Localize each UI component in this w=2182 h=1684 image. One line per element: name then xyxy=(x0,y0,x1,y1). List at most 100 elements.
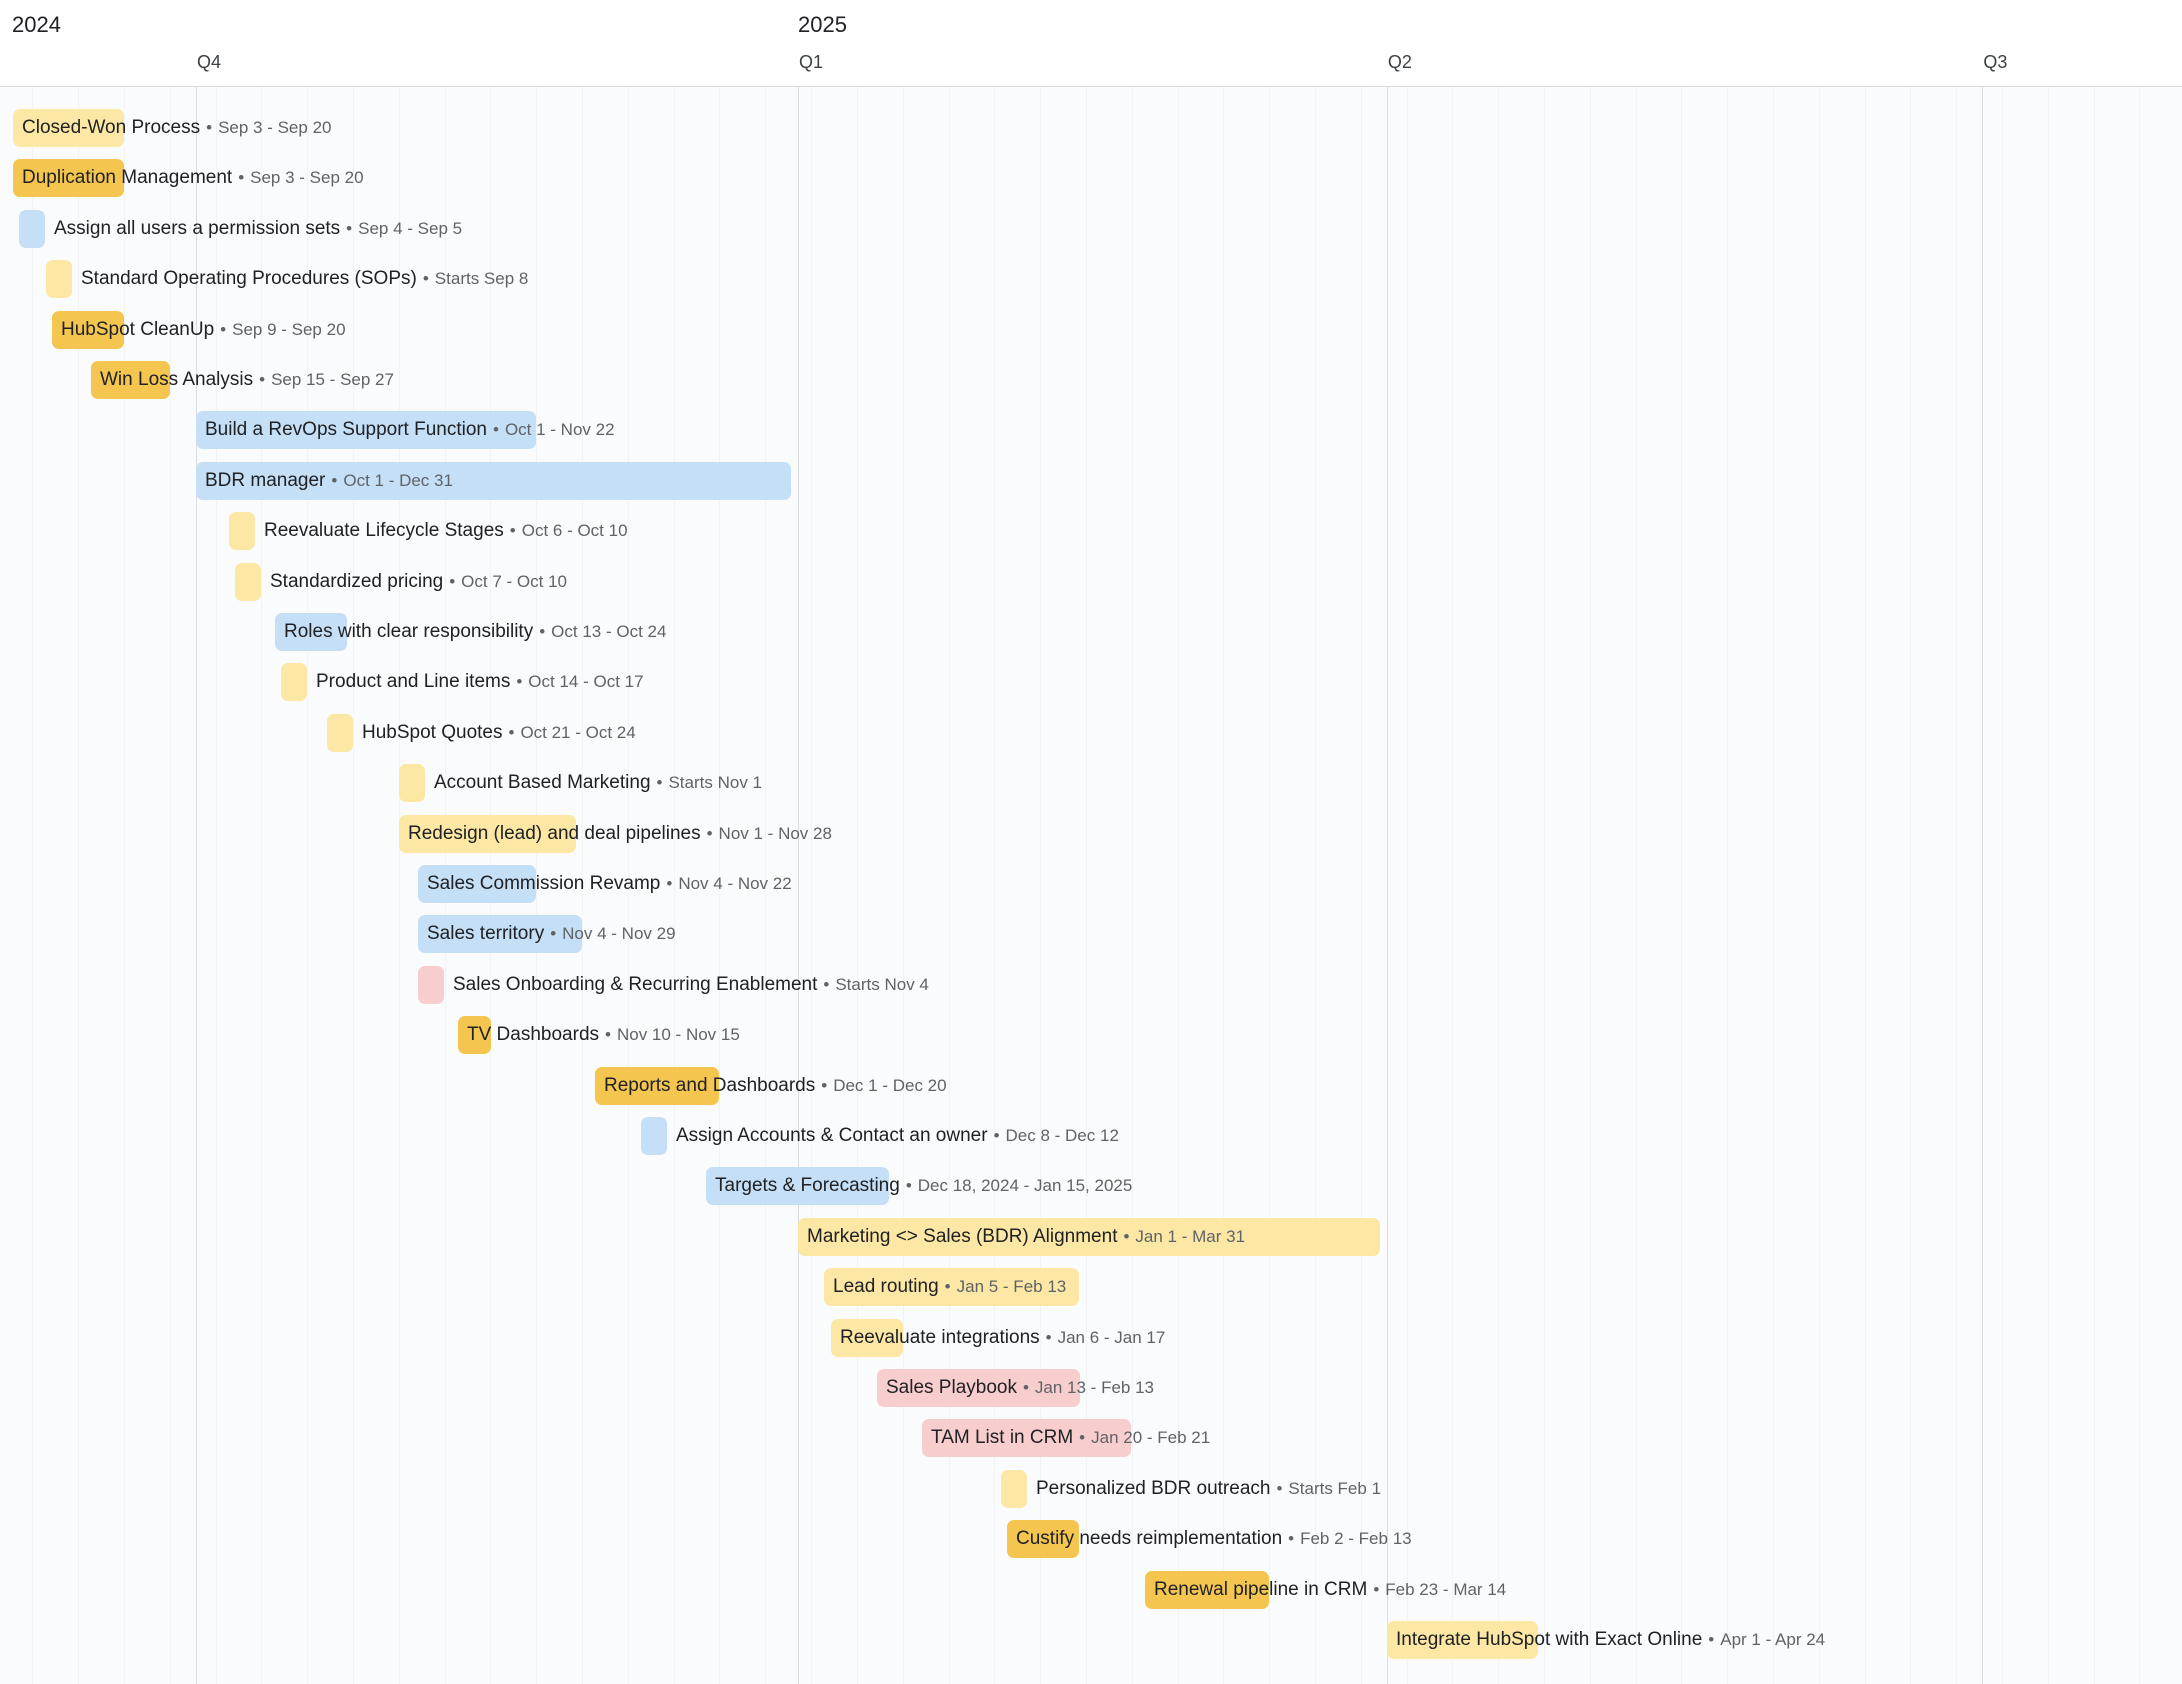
task-bar[interactable] xyxy=(1001,1470,1027,1508)
task-row[interactable]: Closed-Won Process Sep 3 - Sep 20 xyxy=(0,109,2182,147)
task-bar[interactable] xyxy=(13,109,124,147)
task-label: Sales Commission Revamp Nov 4 - Nov 22 xyxy=(427,865,792,903)
task-label: BDR manager Oct 1 - Dec 31 xyxy=(205,462,453,500)
task-bar[interactable] xyxy=(399,764,425,802)
task-bar[interactable] xyxy=(706,1167,889,1205)
task-bar[interactable] xyxy=(641,1117,667,1155)
task-bar[interactable] xyxy=(229,512,255,550)
task-row[interactable]: Lead routing Jan 5 - Feb 13 xyxy=(0,1268,2182,1306)
task-bar[interactable] xyxy=(281,663,307,701)
task-row[interactable]: HubSpot Quotes Oct 21 - Oct 24 xyxy=(0,714,2182,752)
task-bar[interactable] xyxy=(1387,1621,1538,1659)
task-row[interactable]: Renewal pipeline in CRM Feb 23 - Mar 14 xyxy=(0,1571,2182,1609)
task-bar[interactable] xyxy=(1007,1520,1079,1558)
task-row[interactable]: Reports and Dashboards Dec 1 - Dec 20 xyxy=(0,1067,2182,1105)
task-name: Assign all users a permission sets xyxy=(54,218,341,239)
task-dates: Jan 1 - Mar 31 xyxy=(1123,1227,1245,1246)
task-row[interactable]: Roles with clear responsibility Oct 13 - … xyxy=(0,613,2182,651)
week-stripe xyxy=(1544,86,1545,1684)
task-row[interactable]: Reevaluate integrations Jan 6 - Jan 17 xyxy=(0,1319,2182,1357)
task-bar[interactable] xyxy=(327,714,353,752)
task-name: Standard Operating Procedures (SOPs) xyxy=(81,268,417,289)
task-bar[interactable] xyxy=(418,966,444,1004)
task-row[interactable]: Sales Playbook Jan 13 - Feb 13 xyxy=(0,1369,2182,1407)
task-dates: Dec 1 - Dec 20 xyxy=(821,1076,946,1095)
task-row[interactable]: Sales territory Nov 4 - Nov 29 xyxy=(0,915,2182,953)
task-row[interactable]: BDR manager Oct 1 - Dec 31 xyxy=(0,462,2182,500)
task-dates: Oct 21 - Oct 24 xyxy=(508,723,635,742)
task-bar[interactable] xyxy=(196,462,791,500)
week-stripe xyxy=(1361,86,1362,1684)
task-label: Redesign (lead) and deal pipelines Nov 1 … xyxy=(408,815,832,853)
task-bar[interactable] xyxy=(824,1268,1079,1306)
task-bar[interactable] xyxy=(399,815,576,853)
task-row[interactable]: Assign Accounts & Contact an owner Dec 8 … xyxy=(0,1117,2182,1155)
task-row[interactable]: Custify needs reimplementation Feb 2 - Fe… xyxy=(0,1520,2182,1558)
task-row[interactable]: Sales Onboarding & Recurring Enablement S… xyxy=(0,966,2182,1004)
task-label: HubSpot Quotes Oct 21 - Oct 24 xyxy=(362,714,636,752)
task-label: Custify needs reimplementation Feb 2 - Fe… xyxy=(1016,1520,1412,1558)
task-bar[interactable] xyxy=(418,865,536,903)
task-row[interactable]: TAM List in CRM Jan 20 - Feb 21 xyxy=(0,1419,2182,1457)
task-name: Sales territory xyxy=(427,923,545,944)
quarter-gridline xyxy=(1386,54,1388,1684)
task-row[interactable]: Sales Commission Revamp Nov 4 - Nov 22 xyxy=(0,865,2182,903)
task-row[interactable]: Build a RevOps Support Function Oct 1 - N… xyxy=(0,411,2182,449)
week-stripe xyxy=(1910,86,1911,1684)
week-stripe xyxy=(1727,86,1728,1684)
task-label: Personalized BDR outreach Starts Feb 1 xyxy=(1036,1470,1381,1508)
task-dates: Jan 5 - Feb 13 xyxy=(945,1277,1067,1296)
task-row[interactable]: Account Based Marketing Starts Nov 1 xyxy=(0,764,2182,802)
task-bar[interactable] xyxy=(196,411,536,449)
task-dates: Sep 3 - Sep 20 xyxy=(238,168,363,187)
task-row[interactable]: Marketing <> Sales (BDR) Alignment Jan 1 … xyxy=(0,1218,2182,1256)
task-row[interactable]: Reevaluate Lifecycle Stages Oct 6 - Oct 1… xyxy=(0,512,2182,550)
task-label: Sales Onboarding & Recurring Enablement S… xyxy=(453,966,929,1004)
task-row[interactable]: Duplication Management Sep 3 - Sep 20 xyxy=(0,159,2182,197)
task-row[interactable]: Personalized BDR outreach Starts Feb 1 xyxy=(0,1470,2182,1508)
task-bar[interactable] xyxy=(418,915,582,953)
task-bar[interactable] xyxy=(595,1067,719,1105)
task-dates: Feb 2 - Feb 13 xyxy=(1288,1529,1411,1548)
task-bar[interactable] xyxy=(831,1319,903,1357)
week-stripe xyxy=(949,86,950,1684)
task-label: Reports and Dashboards Dec 1 - Dec 20 xyxy=(604,1067,947,1105)
task-dates: Oct 14 - Oct 17 xyxy=(516,672,643,691)
task-bar[interactable] xyxy=(922,1419,1131,1457)
task-row[interactable]: Standardized pricing Oct 7 - Oct 10 xyxy=(0,563,2182,601)
task-bar[interactable] xyxy=(52,311,124,349)
task-row[interactable]: TV Dashboards Nov 10 - Nov 15 xyxy=(0,1016,2182,1054)
task-name: Sales Playbook xyxy=(886,1377,1017,1398)
task-dates: Dec 18, 2024 - Jan 15, 2025 xyxy=(906,1176,1133,1195)
task-bar[interactable] xyxy=(877,1369,1080,1407)
task-bar[interactable] xyxy=(235,563,261,601)
task-row[interactable]: Win Loss Analysis Sep 15 - Sep 27 xyxy=(0,361,2182,399)
task-bar[interactable] xyxy=(19,210,45,248)
task-label: Closed-Won Process Sep 3 - Sep 20 xyxy=(22,109,331,147)
task-row[interactable]: Redesign (lead) and deal pipelines Nov 1 … xyxy=(0,815,2182,853)
task-row[interactable]: Targets & Forecasting Dec 18, 2024 - Jan … xyxy=(0,1167,2182,1205)
quarter-gridline xyxy=(1982,54,1984,1684)
week-stripe xyxy=(2094,86,2095,1684)
task-row[interactable]: Product and Line items Oct 14 - Oct 17 xyxy=(0,663,2182,701)
task-name: Lead routing xyxy=(833,1276,939,1297)
task-bar[interactable] xyxy=(798,1218,1380,1256)
task-bar[interactable] xyxy=(91,361,170,399)
task-bar[interactable] xyxy=(1145,1571,1269,1609)
task-bar[interactable] xyxy=(275,613,347,651)
task-dates: Oct 7 - Oct 10 xyxy=(449,572,567,591)
task-row[interactable]: Assign all users a permission sets Sep 4 … xyxy=(0,210,2182,248)
task-name: Standardized pricing xyxy=(270,571,444,592)
week-stripe xyxy=(1819,86,1820,1684)
task-bar[interactable] xyxy=(46,260,72,298)
week-stripe xyxy=(2048,86,2049,1684)
task-row[interactable]: HubSpot CleanUp Sep 9 - Sep 20 xyxy=(0,311,2182,349)
quarter-gridline xyxy=(798,54,799,1684)
week-stripe xyxy=(719,86,720,1684)
task-row[interactable]: Standard Operating Procedures (SOPs) Star… xyxy=(0,260,2182,298)
week-stripe xyxy=(1178,86,1179,1684)
task-bar[interactable] xyxy=(458,1016,491,1054)
task-bar[interactable] xyxy=(13,159,124,197)
task-row[interactable]: Integrate HubSpot with Exact Online Apr 1… xyxy=(0,1621,2182,1659)
